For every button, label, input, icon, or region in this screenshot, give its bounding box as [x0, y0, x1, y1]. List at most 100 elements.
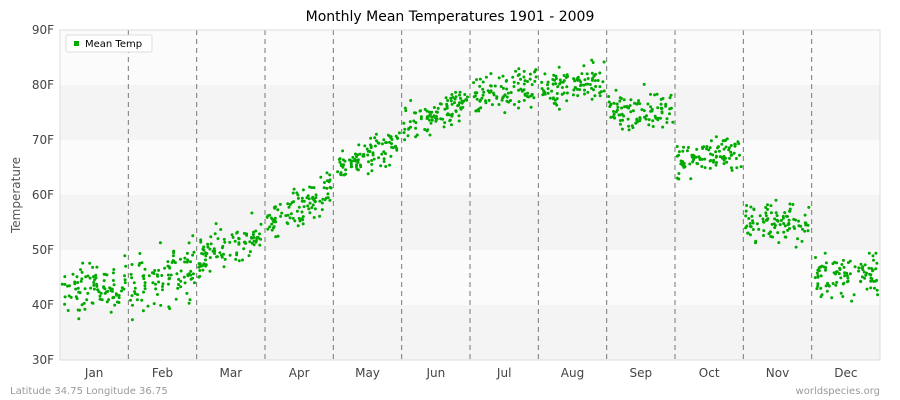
data-point [870, 267, 874, 270]
data-point [598, 94, 602, 98]
data-point [339, 171, 343, 175]
data-point [143, 267, 147, 271]
data-point [647, 123, 651, 127]
data-point [258, 243, 262, 247]
data-point [209, 235, 213, 239]
data-point [816, 275, 820, 279]
data-point [98, 294, 102, 298]
data-point [358, 163, 362, 167]
plot-border [59, 29, 881, 361]
data-point [656, 106, 660, 110]
data-point [222, 252, 225, 256]
data-point [66, 309, 70, 312]
data-point [586, 90, 590, 94]
data-point [523, 79, 527, 83]
data-point [651, 125, 655, 128]
data-point [449, 96, 453, 100]
data-point [546, 87, 550, 91]
data-point [575, 78, 579, 81]
data-point [751, 221, 755, 225]
data-point [354, 159, 358, 163]
data-point [838, 268, 842, 271]
data-point [572, 88, 576, 92]
data-point [252, 236, 256, 239]
data-point [90, 301, 94, 305]
data-point [590, 78, 594, 82]
data-point [86, 274, 90, 278]
data-point [182, 275, 186, 279]
footer-source: worldspecies.org [796, 386, 880, 397]
data-point [620, 106, 624, 110]
data-point [402, 131, 406, 135]
data-point [720, 142, 724, 146]
data-point [875, 288, 879, 292]
data-point [782, 230, 786, 234]
data-point [543, 72, 547, 76]
data-point [651, 119, 655, 123]
data-point [788, 209, 792, 213]
data-point [222, 237, 226, 241]
data-point [156, 274, 160, 278]
data-point [328, 198, 332, 202]
data-point [142, 274, 146, 278]
data-point [505, 99, 509, 103]
data-point [482, 90, 486, 94]
data-point [427, 110, 431, 114]
data-point [92, 287, 96, 291]
data-point [669, 106, 673, 110]
data-point [517, 100, 521, 104]
data-point [683, 165, 687, 169]
data-point [845, 274, 849, 278]
data-point [296, 196, 300, 200]
data-point [824, 268, 827, 272]
data-point [171, 254, 175, 258]
data-point [296, 193, 300, 197]
data-point [77, 317, 81, 321]
data-point [761, 217, 765, 221]
data-point [749, 205, 753, 209]
data-point [465, 98, 469, 102]
data-point [635, 102, 639, 106]
data-point [106, 289, 110, 293]
data-point [237, 236, 241, 240]
data-point [375, 139, 378, 143]
data-point [147, 274, 151, 278]
data-point [63, 302, 67, 306]
data-point [270, 222, 274, 226]
data-point [430, 118, 434, 122]
data-point [766, 203, 769, 207]
data-point [560, 92, 564, 96]
data-point [588, 83, 592, 86]
data-point [129, 298, 132, 302]
data-point [505, 87, 509, 91]
data-point [478, 77, 482, 81]
data-point [325, 171, 329, 175]
data-point [501, 74, 505, 78]
data-point [384, 141, 388, 145]
data-point [590, 86, 593, 90]
data-point [189, 269, 193, 273]
data-point [448, 118, 452, 122]
data-point [722, 147, 726, 151]
data-point [781, 214, 785, 218]
data-point [160, 274, 164, 277]
data-point [71, 272, 75, 276]
data-point [512, 85, 516, 88]
data-point [453, 101, 456, 105]
data-point [391, 146, 395, 150]
data-point [231, 235, 235, 239]
data-point [562, 74, 566, 77]
data-point [526, 91, 530, 95]
data-point [728, 156, 731, 160]
data-point [143, 287, 147, 291]
data-point [250, 211, 254, 215]
data-point [312, 216, 316, 219]
data-point [272, 226, 275, 230]
data-point [120, 289, 123, 293]
data-point [348, 158, 351, 162]
data-point [189, 260, 192, 264]
data-point [105, 273, 109, 277]
data-point [827, 283, 830, 287]
data-point [769, 235, 773, 238]
